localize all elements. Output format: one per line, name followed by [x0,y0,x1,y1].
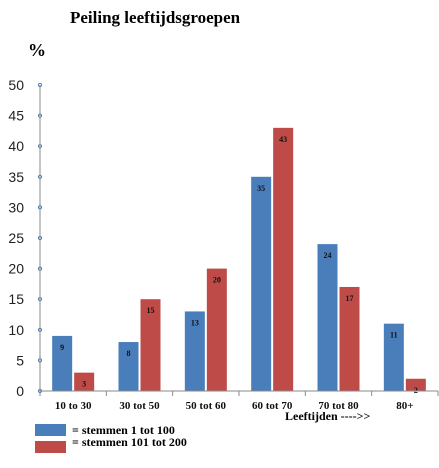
y-tick-label: 45 [8,108,24,124]
y-tick-label: 10 [8,322,24,338]
x-tick-label: 70 tot 80 [318,400,359,412]
y-tick-label: 30 [8,199,24,215]
bar-2 [206,268,227,391]
data-label: 13 [191,318,199,327]
bar-2 [339,286,360,391]
x-tick-label: 50 tot 60 [186,400,227,412]
data-label: 17 [346,294,354,303]
bar-1 [317,244,338,391]
legend-swatch-series-1 [35,424,66,436]
y-tick-label: 5 [16,352,24,368]
y-tick-label: 40 [8,138,24,154]
x-tick-label: 10 to 30 [55,400,92,412]
bar-1 [383,323,404,391]
bar-2 [140,299,161,391]
y-tick-label: 35 [8,169,24,185]
x-axis-label: Leeftijden ---->> [285,409,370,423]
bar-2 [273,127,294,391]
y-tick-label: 15 [8,291,24,307]
data-label: 15 [147,306,155,315]
bar-1 [118,342,139,391]
bar-1 [251,176,272,391]
y-tick-label: 50 [8,77,24,93]
data-label: 43 [279,135,287,144]
x-tick-label: 60 tot 70 [252,400,293,412]
bar-2 [405,378,426,391]
legend-label-series-2: = stemmen 101 tot 200 [72,435,187,449]
data-label: 3 [82,380,86,389]
x-tick-label: 80+ [396,400,413,412]
bar-1 [52,335,73,391]
y-tick-label: 20 [8,261,24,277]
legend-label-series-1: = stemmen 1 tot 100 [72,423,175,437]
data-label: 11 [390,331,398,340]
bar-1 [184,311,205,391]
chart-title: Peiling leeftijdsgroepen [70,8,241,27]
y-tick-label: 25 [8,230,24,246]
data-label: 9 [60,343,64,352]
data-label: 35 [257,184,265,193]
data-label: 20 [213,276,221,285]
data-label: 2 [414,386,418,395]
y-axis-label: % [28,40,46,60]
y-tick-label: 0 [16,383,24,399]
x-tick-label: 30 tot 50 [119,400,160,412]
bar-2 [74,372,95,391]
data-label: 8 [127,349,131,358]
legend-swatch-series-2 [35,441,66,453]
legend: = stemmen 1 tot 100 = stemmen 101 tot 20… [35,423,187,453]
data-label: 24 [324,251,332,260]
